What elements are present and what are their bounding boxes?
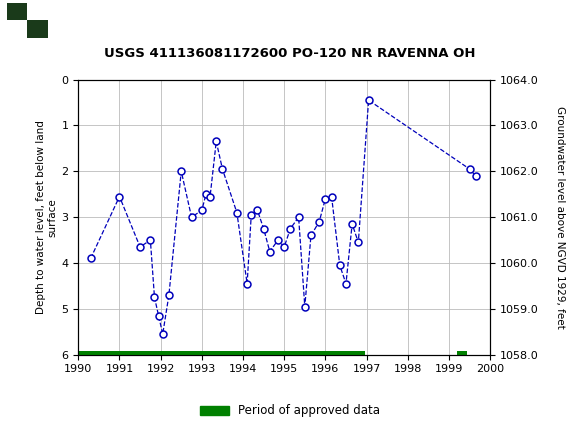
Bar <box>7 3 27 20</box>
Y-axis label: Depth to water level, feet below land
surface: Depth to water level, feet below land su… <box>36 120 57 314</box>
Text: USGS 411136081172600 PO-120 NR RAVENNA OH: USGS 411136081172600 PO-120 NR RAVENNA O… <box>104 47 476 60</box>
Bar <box>7 3 48 37</box>
Y-axis label: Groundwater level above NGVD 1929, feet: Groundwater level above NGVD 1929, feet <box>555 106 566 329</box>
Text: USGS: USGS <box>53 12 108 29</box>
Bar <box>78 350 364 359</box>
Bar <box>27 20 48 37</box>
Bar <box>27 3 48 20</box>
Bar <box>457 350 467 359</box>
Bar <box>7 20 27 37</box>
Legend: Period of approved data: Period of approved data <box>195 399 385 422</box>
